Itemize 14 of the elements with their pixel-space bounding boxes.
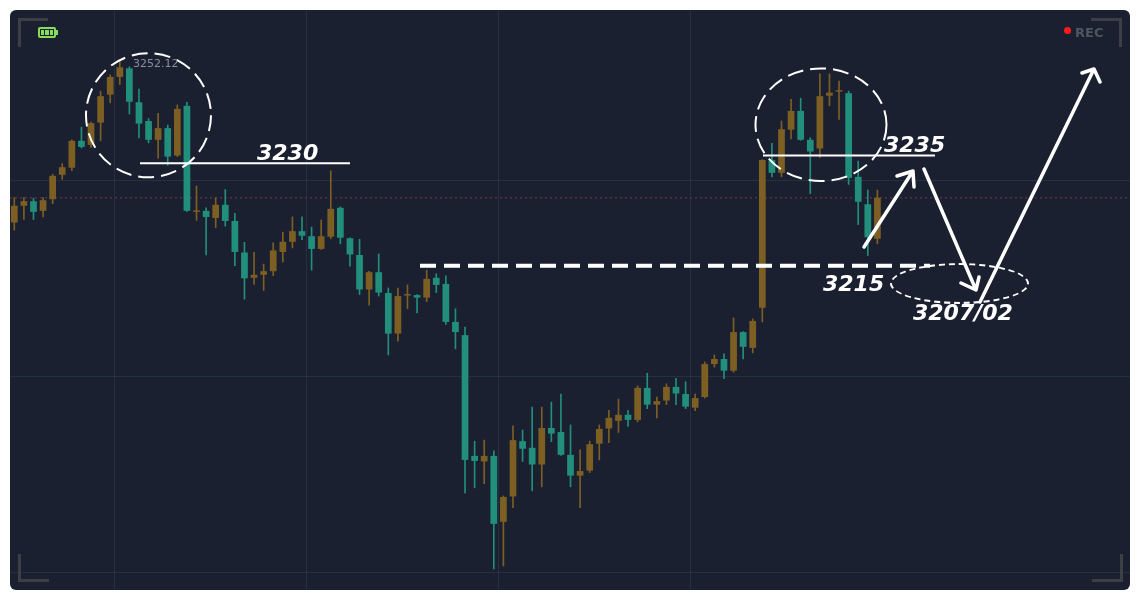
candlestick	[413, 294, 421, 314]
candlestick	[835, 80, 843, 120]
candlestick	[20, 197, 28, 220]
candlestick	[528, 406, 536, 492]
candlestick	[250, 252, 258, 285]
annotation: 3252.12	[133, 56, 179, 70]
text: 3207/02	[913, 299, 1013, 325]
annotation: 3215	[823, 270, 885, 296]
candlestick	[653, 396, 661, 419]
candlestick	[576, 449, 584, 508]
candlestick	[480, 439, 488, 485]
annotation: 3230	[257, 139, 319, 165]
candlestick	[298, 216, 306, 241]
text: 3235	[884, 131, 946, 157]
